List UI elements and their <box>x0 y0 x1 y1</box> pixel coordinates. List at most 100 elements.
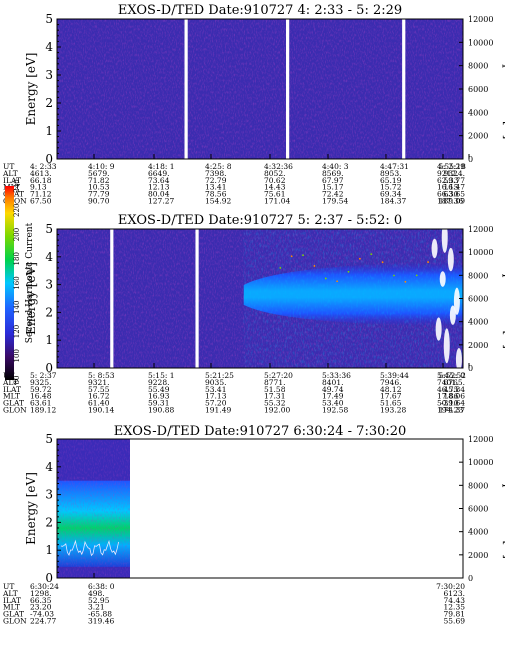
orbit-value: 71.12 <box>30 190 52 199</box>
y2-tick-label: 0 <box>468 364 473 373</box>
y2-tick-label: 10000 <box>468 38 493 47</box>
y2-tick-label: 4000 <box>468 108 488 117</box>
orbit-value: 15.17 <box>322 183 344 192</box>
orbit-value: 49.74 <box>322 385 344 394</box>
orbit-value: 4:25: 8 <box>205 162 232 171</box>
y-tick-label: 5 <box>45 432 53 446</box>
orbit-value: 7946. <box>380 378 401 387</box>
data-gap <box>402 19 406 159</box>
orbit-value: 8569. <box>322 169 343 178</box>
colorbar-tick-label: 180 <box>13 252 21 265</box>
orbit-value: 17.13 <box>205 392 227 401</box>
orbit-value: 12.13 <box>148 183 170 192</box>
orbit-value: 4:10: 9 <box>88 162 115 171</box>
orbit-value: 23.20 <box>30 603 52 612</box>
orbit-value: 5: 2:37 <box>30 371 57 380</box>
orbit-value: 51.65 <box>380 399 402 408</box>
orbit-value: 46.75 <box>437 385 459 394</box>
orbit-value: 18.06 <box>444 392 466 401</box>
orbit-value: 51.58 <box>264 385 286 394</box>
orbit-value: 9325. <box>30 378 51 387</box>
colorbar-tick-label: 120 <box>13 325 21 338</box>
panel-3: EXOS-D/TED Date:910727 6:30:24 - 7:30:20… <box>2 424 505 626</box>
y-tick-label: 4 <box>45 250 53 264</box>
orbit-value: 9321. <box>88 378 109 387</box>
scatter-dot <box>358 257 361 260</box>
scatter-dot <box>324 277 327 280</box>
orbit-value: 75.61 <box>264 190 285 199</box>
y2-axis-label: Temperature [K] <box>502 39 505 140</box>
orbit-value: 5:27:20 <box>264 371 293 380</box>
orbit-value: 59.31 <box>148 399 169 408</box>
orbit-value: 61.40 <box>88 399 110 408</box>
y2-tick-label: 0 <box>468 155 473 164</box>
y2-tick-label: 8000 <box>468 62 488 71</box>
orbit-row-label: ALT <box>2 169 18 178</box>
orbit-value: 4:55:18 <box>437 162 466 171</box>
panel-1: EXOS-D/TED Date:910727 4: 2:33 - 5: 2:29… <box>2 3 505 206</box>
orbit-value: 69.34 <box>380 190 402 199</box>
orbit-value: 8052. <box>264 169 285 178</box>
y-tick-label: 3 <box>45 68 53 82</box>
orbit-value: 224.77 <box>30 617 56 626</box>
y2-tick-label: 12000 <box>468 225 493 234</box>
orbit-value: 5679. <box>88 169 109 178</box>
orbit-value: 5: 2:29 <box>438 162 465 171</box>
orbit-value: 5:21:25 <box>205 371 234 380</box>
data-gap <box>110 229 114 368</box>
scatter-dot <box>427 261 429 263</box>
orbit-value: 6765. <box>444 378 465 387</box>
orbit-value: 57.20 <box>205 399 227 408</box>
orbit-value: 498. <box>88 589 105 598</box>
orbit-value: 8771. <box>264 378 285 387</box>
orbit-value: 194.23 <box>437 406 463 415</box>
orbit-value: 192.00 <box>264 406 290 415</box>
colorbar-tick-label: 220 <box>13 204 21 217</box>
orbit-value: 59.72 <box>30 385 52 394</box>
orbit-value: -65.88 <box>88 610 112 619</box>
orbit-value: 55.32 <box>264 399 286 408</box>
orbit-value: 45.84 <box>444 385 466 394</box>
saturation-spike <box>443 328 450 364</box>
orbit-row-label: MLT <box>3 392 20 401</box>
orbit-value: 4:47:31 <box>380 162 409 171</box>
y2-tick-label: 6000 <box>468 85 488 94</box>
orbit-value: -74.03 <box>30 610 54 619</box>
orbit-value: 62.33 <box>437 176 459 185</box>
saturation-spike <box>431 238 438 259</box>
saturation-spike <box>449 305 456 325</box>
y-tick-label: 2 <box>45 305 53 319</box>
orbit-value: 9.13 <box>30 183 47 192</box>
orbit-value: 50.10 <box>437 399 459 408</box>
y2-tick-label: 2000 <box>468 551 488 560</box>
orbit-value: 8953. <box>380 169 401 178</box>
orbit-value: 72.42 <box>322 190 344 199</box>
orbit-value: 191.49 <box>205 406 231 415</box>
scatter-dot <box>370 253 373 256</box>
scatter-dot <box>279 267 282 269</box>
y-tick-label: 4 <box>45 40 53 54</box>
orbit-value: 8401. <box>322 378 343 387</box>
band-texture <box>243 229 463 368</box>
y-tick-label: 5 <box>45 222 53 236</box>
data-texture <box>57 439 130 578</box>
orbit-value: 80.04 <box>148 190 170 199</box>
orbit-value: 71.82 <box>88 176 110 185</box>
y2-axis-label: Temperature [K] <box>502 458 505 559</box>
y-tick-label: 4 <box>45 460 53 474</box>
orbit-value: 16.47 <box>444 183 466 192</box>
orbit-row-label: GLAT <box>3 399 24 408</box>
orbit-value: 9324. <box>444 169 465 178</box>
data-gap <box>286 19 290 159</box>
orbit-value: 5:52: 0 <box>438 371 465 380</box>
orbit-row-label: ILAT <box>3 176 21 185</box>
orbit-value: 53.41 <box>205 385 226 394</box>
orbit-value: 192.58 <box>322 406 348 415</box>
orbit-value: 79.81 <box>444 610 465 619</box>
orbit-value: 193.28 <box>380 406 406 415</box>
orbit-value: 52.95 <box>88 596 110 605</box>
orbit-value: 16.15 <box>437 183 459 192</box>
orbit-value: 4613. <box>30 169 51 178</box>
orbit-row-label: ALT <box>2 378 18 387</box>
orbit-value: 4:18: 1 <box>148 162 175 171</box>
